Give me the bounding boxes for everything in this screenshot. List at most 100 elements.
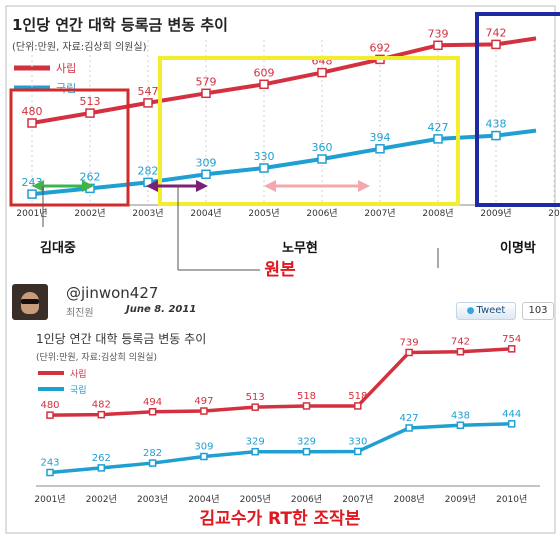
data-point bbox=[375, 144, 385, 154]
data-point bbox=[456, 421, 465, 430]
data-point bbox=[201, 88, 211, 99]
data-label: 739 bbox=[400, 337, 419, 348]
data-label: 497 bbox=[194, 396, 213, 407]
data-point bbox=[143, 98, 153, 108]
data-point bbox=[491, 130, 501, 141]
data-label: 427 bbox=[400, 413, 419, 424]
tweet-header: @jinwon427 최진원 June 8. 2011 ● Tweet 103 bbox=[8, 282, 554, 322]
tweet-count: 103 bbox=[522, 302, 554, 320]
pink-arrow bbox=[264, 180, 370, 192]
data-label: 262 bbox=[80, 170, 101, 183]
data-point bbox=[259, 79, 269, 90]
x-tick-label: 2008년 bbox=[422, 208, 453, 219]
avatar[interactable] bbox=[12, 284, 48, 320]
data-label: 513 bbox=[246, 392, 265, 403]
data-point bbox=[405, 348, 413, 357]
data-point bbox=[200, 452, 208, 461]
purple-arrow bbox=[146, 180, 208, 192]
image-frame bbox=[5, 5, 556, 534]
data-point bbox=[259, 163, 269, 173]
data-point bbox=[251, 403, 259, 411]
data-label: 438 bbox=[486, 118, 507, 131]
x-tick-label: 2006년 bbox=[306, 208, 337, 219]
data-label: 579 bbox=[196, 75, 217, 88]
x-tick-label: 2001년 bbox=[34, 494, 65, 505]
green-arrow bbox=[32, 180, 94, 192]
twitter-bird-icon: ● bbox=[466, 306, 475, 316]
top-unit-note: (단위:만원, 자료:김상희 의원실) bbox=[12, 40, 147, 53]
data-label: 480 bbox=[40, 400, 59, 411]
data-point bbox=[97, 464, 106, 472]
x-tick-label: 2004년 bbox=[190, 208, 221, 219]
data-label: 330 bbox=[254, 150, 275, 163]
x-tick-label: 2002년 bbox=[86, 494, 117, 505]
data-label: 329 bbox=[246, 437, 265, 448]
data-label: 329 bbox=[297, 437, 316, 448]
x-tick-label: 2009년 bbox=[480, 208, 511, 219]
x-tick-label: 2007년 bbox=[364, 208, 395, 219]
x-tick-label: 2003년 bbox=[137, 494, 168, 505]
data-point bbox=[46, 411, 54, 419]
data-point bbox=[456, 347, 465, 356]
tweet-button-label: Tweet bbox=[476, 305, 506, 316]
data-point bbox=[507, 345, 516, 353]
data-point bbox=[85, 108, 95, 118]
x-tick-label: 2007년 bbox=[342, 494, 373, 505]
kim-daejung-period-box bbox=[9, 88, 130, 207]
lee-myungbak-period-box bbox=[475, 12, 560, 207]
data-point bbox=[405, 424, 413, 432]
data-point bbox=[302, 447, 311, 456]
data-label: 243 bbox=[40, 458, 59, 469]
president-lee-label: 이명박 bbox=[500, 240, 536, 256]
data-label: 330 bbox=[348, 436, 367, 447]
data-point bbox=[148, 408, 157, 416]
series-line-private bbox=[31, 36, 537, 125]
tweet-button[interactable]: ● Tweet bbox=[456, 302, 516, 320]
data-label: 513 bbox=[80, 95, 101, 108]
data-point bbox=[27, 118, 37, 128]
data-point bbox=[200, 407, 208, 415]
x-tick-label: 2006년 bbox=[291, 494, 322, 505]
data-point bbox=[317, 67, 327, 78]
data-label: 547 bbox=[138, 85, 159, 98]
x-tick-label: 20 bbox=[548, 209, 560, 219]
original-chart: 1인당 연간 대학 등록금 변동 추이 (단위:만원, 자료:김상희 의원실) … bbox=[9, 12, 560, 280]
original-caption: 원본 bbox=[264, 260, 296, 280]
data-point bbox=[148, 459, 157, 467]
data-label: 438 bbox=[451, 410, 470, 421]
data-label: 309 bbox=[196, 156, 217, 169]
president-kim-label: 김대중 bbox=[40, 241, 76, 256]
x-tick-label: 2005년 bbox=[248, 208, 279, 219]
data-label: 427 bbox=[428, 121, 449, 134]
data-point bbox=[354, 447, 362, 456]
data-label: 282 bbox=[143, 448, 162, 459]
x-tick-label: 2008년 bbox=[394, 494, 425, 505]
data-point bbox=[433, 134, 443, 144]
data-label: 518 bbox=[348, 391, 367, 402]
top-chart-title: 1인당 연간 대학 등록금 변동 추이 bbox=[12, 16, 228, 34]
data-label: 262 bbox=[92, 453, 111, 464]
x-tick-label: 2009년 bbox=[445, 494, 476, 505]
x-tick-label: 2002년 bbox=[74, 208, 105, 219]
x-tick-label: 2003년 bbox=[132, 208, 163, 219]
data-point bbox=[97, 410, 106, 419]
tweet-handle[interactable]: @jinwon427 bbox=[66, 284, 159, 302]
data-point bbox=[46, 468, 54, 477]
bottom-chart-title: 1인당 연간 대학 등록금 변동 추이 bbox=[36, 332, 206, 346]
data-point bbox=[302, 402, 311, 410]
x-tick-label: 2001년 bbox=[16, 208, 47, 219]
bottom-legend-national-label: 국립 bbox=[70, 385, 87, 396]
data-label: 739 bbox=[428, 27, 449, 40]
data-label: 518 bbox=[297, 391, 316, 402]
data-label: 444 bbox=[502, 409, 521, 420]
fabricated-chart: 1인당 연간 대학 등록금 변동 추이 (단위:만원, 자료:김상희 의원실) … bbox=[34, 332, 540, 529]
data-point bbox=[201, 169, 211, 180]
series-line-national bbox=[31, 128, 537, 197]
data-point bbox=[317, 154, 327, 164]
x-tick-label: 2004년 bbox=[188, 494, 219, 505]
tweet-realname: 최진원 bbox=[66, 308, 94, 319]
data-label: 609 bbox=[254, 66, 275, 79]
data-label: 754 bbox=[502, 334, 521, 345]
data-label: 480 bbox=[22, 105, 43, 118]
data-label: 482 bbox=[92, 400, 111, 411]
